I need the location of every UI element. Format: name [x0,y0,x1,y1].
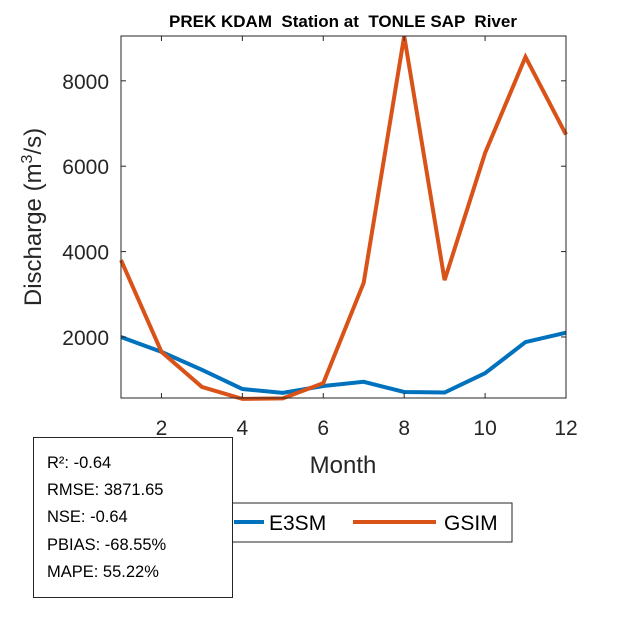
stat-rmse: RMSE: 3871.65 [47,481,164,500]
y-axis-label: Discharge (m3/s) [19,128,47,306]
y-tick-label: 4000 [62,242,109,265]
x-tick-label: 4 [237,417,249,440]
ticks-layer: 2 4 6 8 10 12 2000 4000 6000 8000 [62,36,578,440]
y-tick-label: 8000 [62,71,109,94]
y-axis-label-main: Discharge (m [20,163,47,306]
legend-label-gsim: GSIM [444,512,498,535]
y-axis-label-tail: /s) [20,128,47,155]
y-axis-label-sup: 3 [19,154,36,163]
chart-title: PREK KDAM Station at TONLE SAP River [169,12,517,31]
axes-box [120,35,567,399]
stat-pbias: PBIAS: -68.55% [47,535,167,554]
plot-area [121,36,566,398]
x-tick-label: 2 [156,417,168,440]
x-tick-label: 12 [554,417,577,440]
stat-r2: R²: -0.64 [47,454,112,472]
stats-box: R²: -0.64 RMSE: 3871.65 NSE: -0.64 PBIAS… [33,437,233,598]
legend: E3SM GSIM [217,502,513,543]
y-tick-label: 6000 [62,156,109,179]
x-tick-label: 8 [398,417,410,440]
x-tick-label: 6 [317,417,329,440]
legend-label-e3sm: E3SM [269,512,326,535]
series-layer [119,35,568,401]
y-tick-label: 2000 [62,327,109,350]
series-line-e3sm [120,330,567,395]
x-tick-label: 10 [473,417,496,440]
series-line-gsim [119,35,568,401]
stat-nse: NSE: -0.64 [47,508,128,527]
x-axis-label: Month [310,452,377,479]
stat-mape: MAPE: 55.22% [47,562,159,581]
